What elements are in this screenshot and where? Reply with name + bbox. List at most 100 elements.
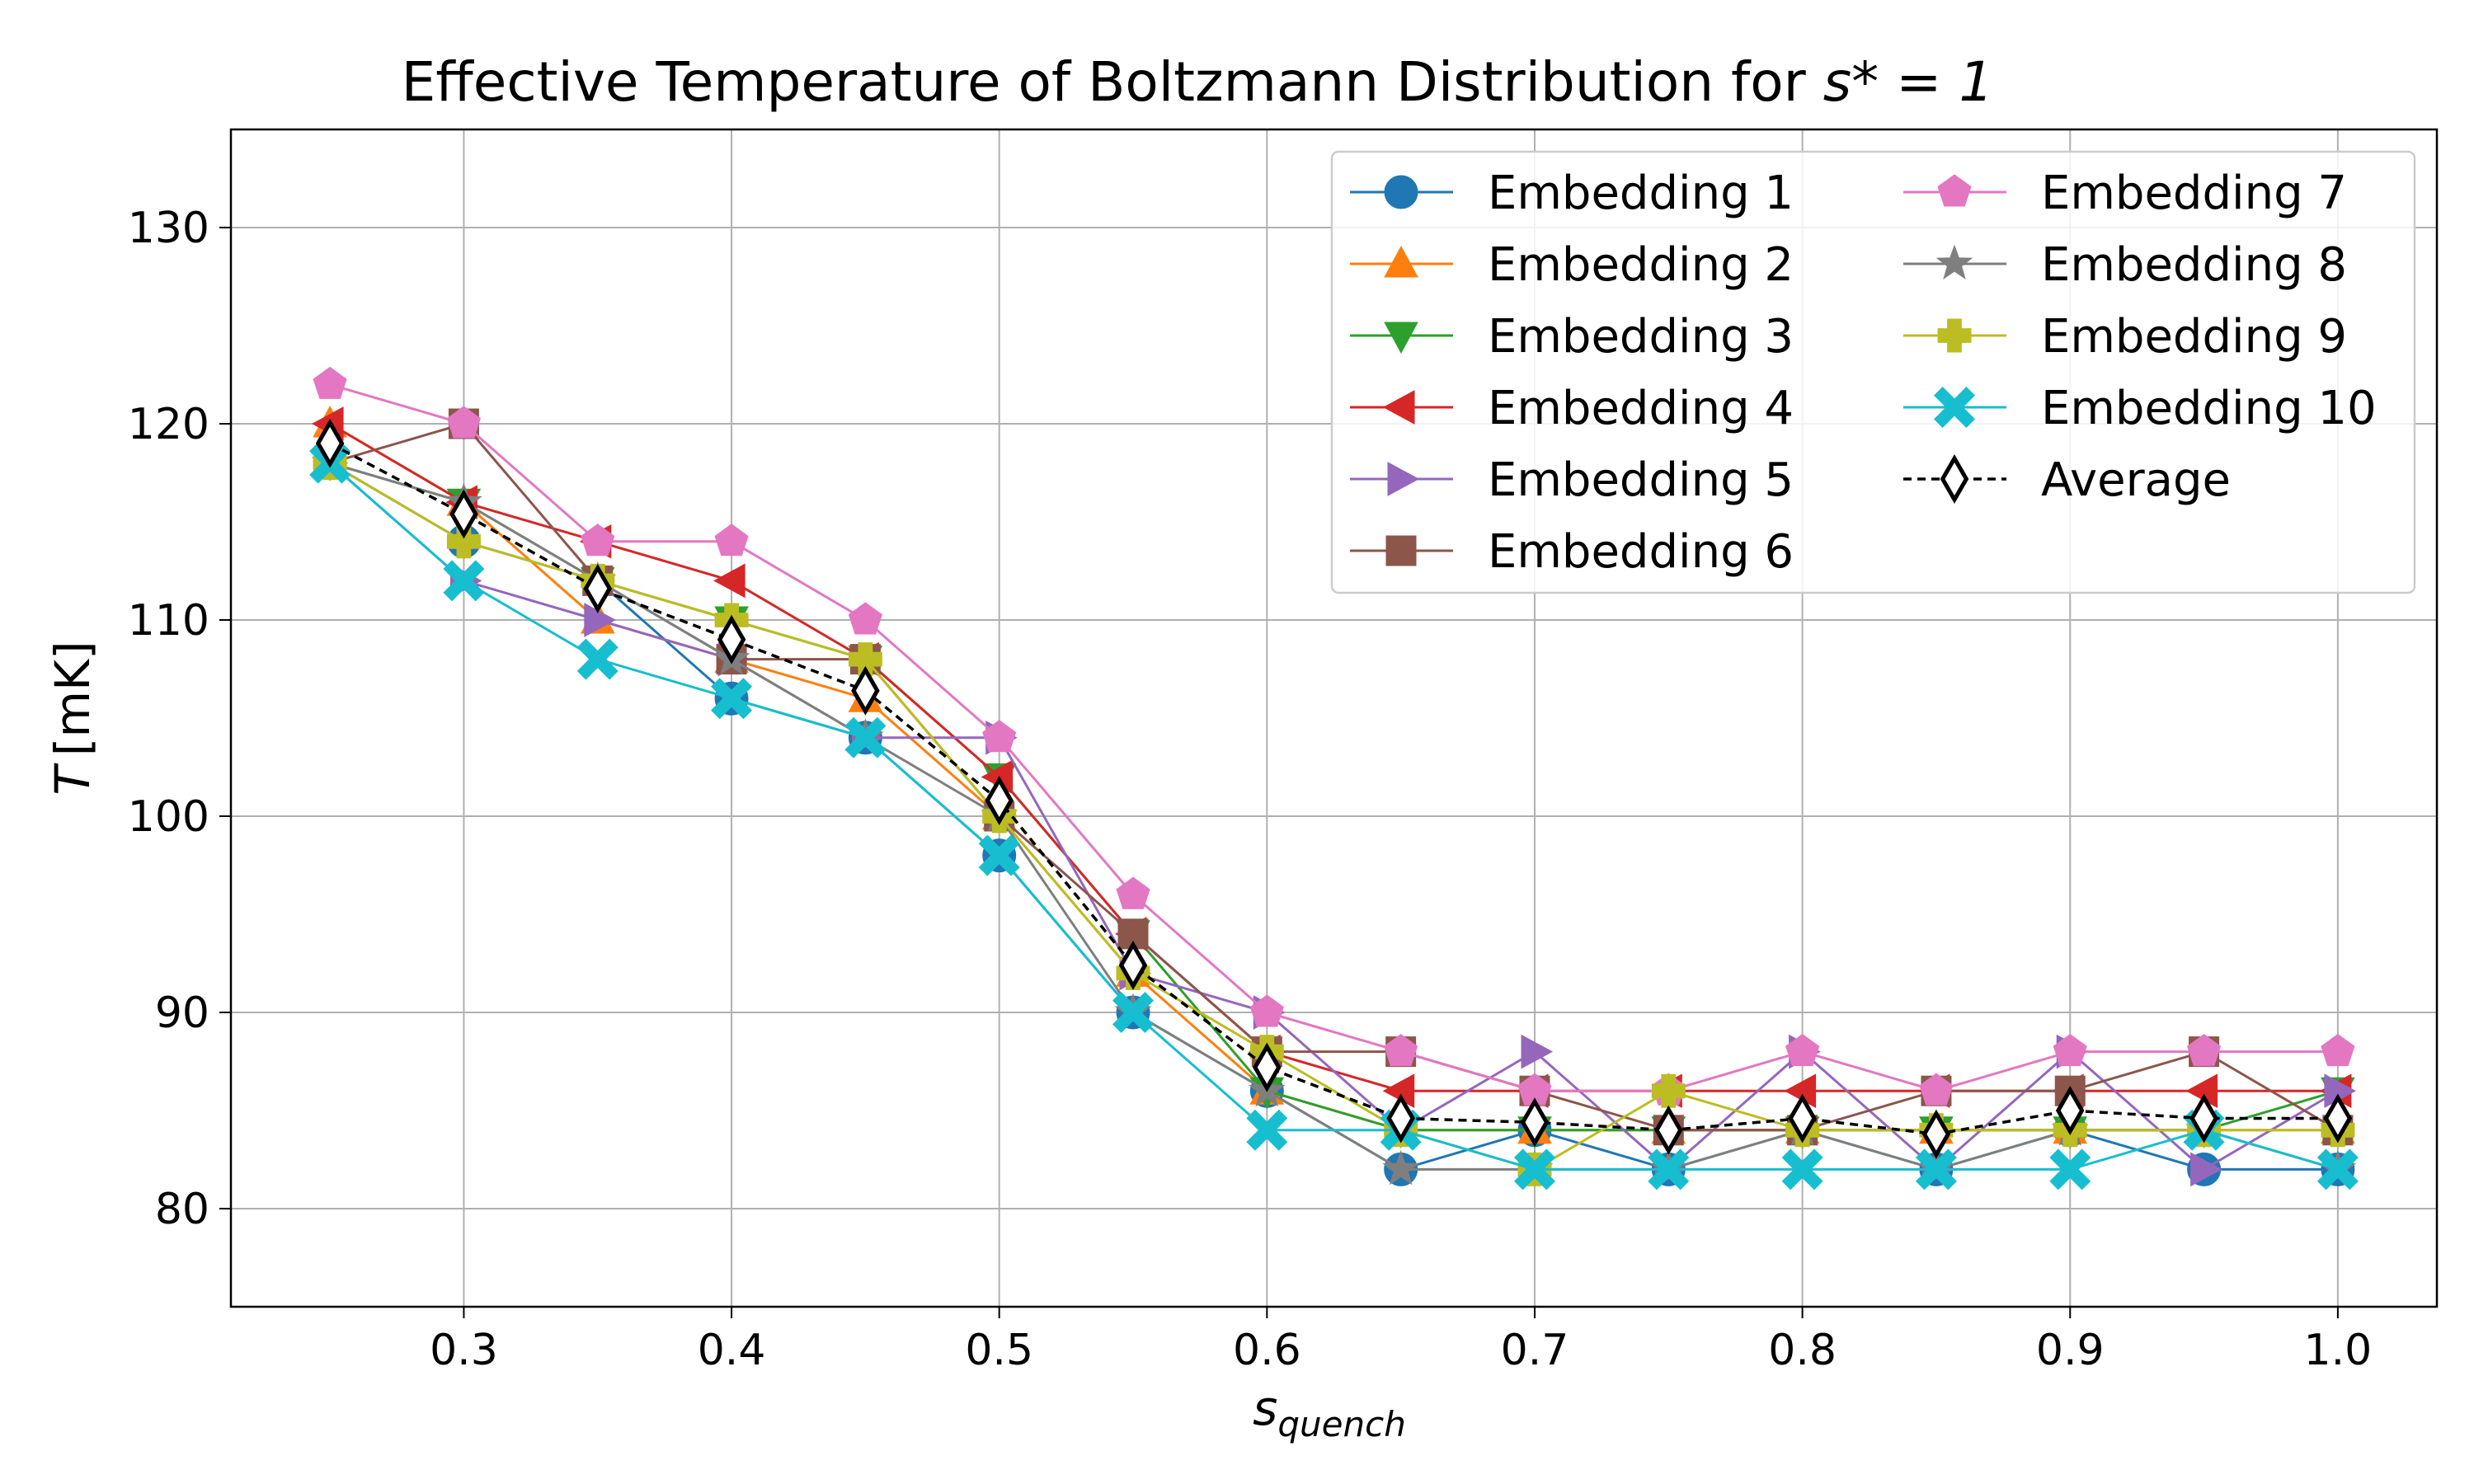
data-point-average: [851, 665, 880, 716]
legend-label: Embedding 7: [2041, 167, 2347, 220]
x-axis-label-main: s: [1253, 1380, 1277, 1436]
legend-item-embedding-10: Embedding 10: [1903, 382, 2377, 435]
data-point-embedding-10: [1781, 1148, 1823, 1190]
data-point-embedding-9: [446, 524, 481, 559]
data-point-average: [1520, 1097, 1550, 1148]
x-tick-label: 0.7: [1501, 1326, 1569, 1375]
x-tick-label: 0.3: [430, 1326, 498, 1375]
x-axis-label-subscript: quench: [1277, 1404, 1405, 1444]
data-point-embedding-7: [2053, 1033, 2087, 1067]
data-point-embedding-10-stroke: [1648, 1148, 1690, 1190]
legend-item-embedding-9: Embedding 9: [1903, 310, 2347, 364]
ticks: 0.3 0.4 0.5 0.6 0.7 0.8 0.9 1.0 80 90 100 110 120 130: [128, 204, 2373, 1375]
chart-title: Effective Temperature of Boltzmann Distr…: [402, 50, 1994, 114]
y-tick-label: 80: [155, 1185, 209, 1234]
legend-marker: [1935, 244, 1973, 279]
data-point-embedding-7: [581, 524, 615, 556]
data-point-embedding-10: [711, 678, 753, 720]
data-point-embedding-7: [313, 366, 347, 399]
legend-item-embedding-6: Embedding 6: [1350, 525, 1794, 579]
data-point-embedding-7: [1785, 1033, 1820, 1067]
y-tick-label: 100: [128, 792, 209, 842]
x-tick-label: 0.9: [2036, 1326, 2105, 1375]
data-point-embedding-7: [1384, 1033, 1418, 1067]
data-point-average: [2323, 1093, 2353, 1144]
data-point-embedding-10: [1513, 1148, 1555, 1190]
data-point-embedding-9: [1651, 1073, 1686, 1108]
data-point-embedding-7: [2321, 1033, 2355, 1067]
x-tick-label: 0.8: [1768, 1326, 1837, 1375]
data-point-embedding-10: [1112, 991, 1155, 1034]
data-point-embedding-10-stroke: [2049, 1148, 2091, 1190]
data-point-embedding-10-stroke: [711, 678, 753, 720]
legend-marker: [1937, 318, 1972, 353]
legend-label: Embedding 8: [2041, 238, 2347, 292]
legend-frame: [1330, 150, 2416, 594]
data-point-embedding-10: [576, 638, 618, 680]
data-point-average: [1386, 1093, 1415, 1144]
data-point-embedding-10: [978, 834, 1020, 876]
data-point-embedding-10-stroke: [978, 834, 1020, 876]
legend-marker: [1384, 245, 1418, 278]
data-point-average: [2189, 1093, 2218, 1144]
data-point-embedding-10-stroke: [1915, 1148, 1957, 1190]
legend-label: Embedding 4: [1488, 382, 1794, 435]
data-point-embedding-7: [982, 720, 1017, 753]
x-tick-label: 0.6: [1233, 1326, 1301, 1375]
data-point-embedding-7: [714, 524, 749, 556]
y-axis-label-main: T: [45, 763, 101, 796]
chart-title-text: Effective Temperature of Boltzmann Distr…: [402, 50, 1823, 114]
y-tick-label: 90: [155, 989, 209, 1038]
data-point-average: [1788, 1093, 1817, 1144]
series-embedding-10: [309, 442, 2359, 1190]
data-point-embedding-9: [848, 642, 882, 677]
data-point-embedding-10: [2316, 1148, 2359, 1190]
x-axis-label: squench: [1253, 1380, 1406, 1444]
data-point-embedding-10: [443, 560, 485, 602]
chart-title-math: s* = 1: [1823, 50, 1994, 114]
series-line-embedding-10: [329, 462, 2339, 1171]
legend: Embedding 1 Embedding 2 Embedding 3 Embeddi…: [1330, 150, 2416, 594]
legend-label: Embedding 2: [1488, 238, 1794, 292]
legend-marker: [1937, 174, 1972, 207]
legend-marker: [1940, 453, 1969, 505]
data-point-embedding-10: [1648, 1148, 1690, 1190]
data-point-average: [315, 418, 345, 468]
legend-marker: [1384, 175, 1418, 209]
data-point-embedding-7: [848, 602, 882, 635]
series-line-average: [329, 442, 2338, 1136]
data-point-embedding-10-stroke: [1112, 991, 1155, 1034]
data-point-embedding-10-stroke: [1513, 1148, 1555, 1190]
data-point-embedding-10-stroke: [1781, 1148, 1823, 1190]
data-point-average: [985, 775, 1014, 826]
y-axis-label-unit: [mK]: [45, 641, 101, 756]
data-point-embedding-10-stroke: [443, 560, 485, 602]
legend-item-embedding-1: Embedding 1: [1350, 167, 1794, 220]
legend-marker: [1382, 390, 1415, 425]
legend-label: Average: [2041, 453, 2231, 507]
legend-item-embedding-3: Embedding 3: [1350, 310, 1794, 364]
data-point-embedding-8: [1382, 1149, 1420, 1186]
series-line-embedding-5: [329, 462, 2339, 1172]
data-point-embedding-5: [2190, 1152, 2222, 1187]
data-point-average: [583, 563, 613, 613]
data-point-embedding-7: [2187, 1033, 2222, 1067]
x-tick-label: 0.4: [698, 1326, 766, 1375]
legend-item-embedding-2: Embedding 2: [1350, 238, 1794, 292]
data-point-average: [2055, 1085, 2085, 1136]
data-point-embedding-7: [1116, 876, 1150, 909]
data-point-embedding-10-stroke: [2316, 1148, 2359, 1190]
legend-item-embedding-8: Embedding 8: [1903, 238, 2347, 292]
legend-label: Embedding 3: [1488, 310, 1794, 364]
data-point-average: [449, 489, 478, 539]
legend-item-embedding-7: Embedding 7: [1903, 167, 2347, 220]
data-point-average: [717, 614, 746, 665]
legend-label: Embedding 5: [1488, 453, 1794, 507]
data-point-embedding-10-stroke: [1246, 1109, 1288, 1151]
data-point-embedding-10-stroke: [844, 716, 887, 758]
y-axis-label: T [mK]: [45, 641, 101, 795]
data-point-embedding-5: [584, 603, 616, 637]
x-tick-label: 0.5: [965, 1326, 1033, 1375]
data-point-embedding-5: [1521, 1034, 1554, 1069]
